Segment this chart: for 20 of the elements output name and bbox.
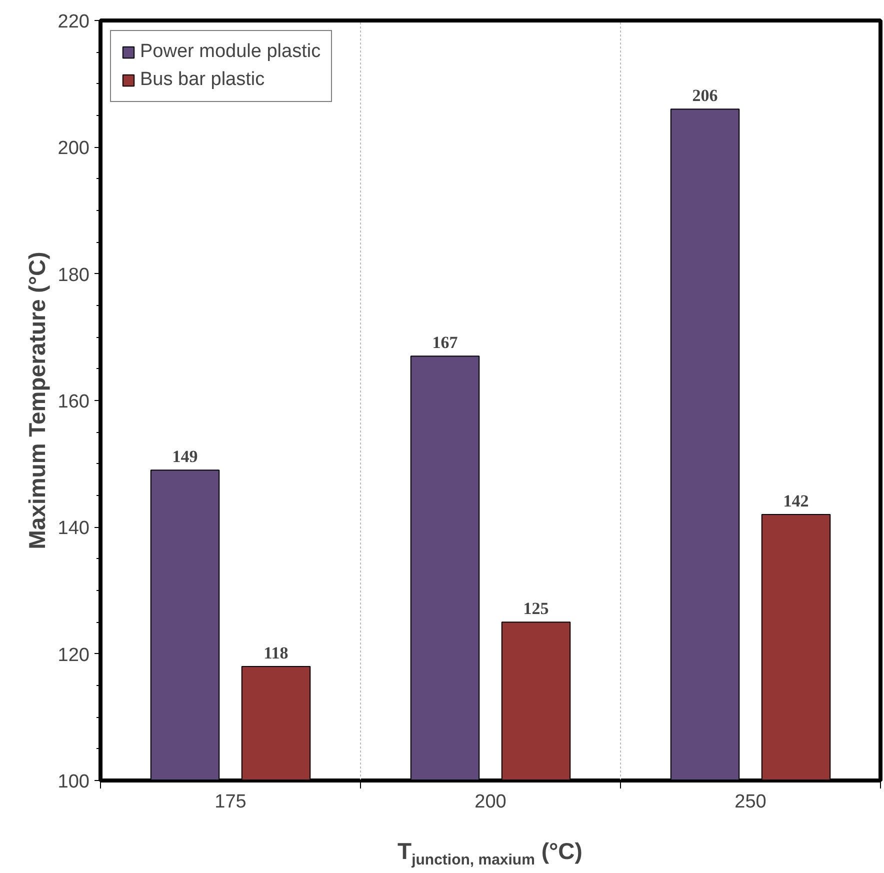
x-tick-label: 175 (214, 792, 246, 812)
data-label: 142 (783, 492, 809, 510)
data-label: 125 (523, 599, 549, 618)
y-tick-label: 220 (58, 12, 90, 32)
y-tick-label: 200 (58, 138, 90, 160)
y-tick-label: 140 (58, 518, 90, 540)
x-tick-label: 250 (734, 792, 766, 812)
y-tick-label: 100 (58, 772, 90, 792)
y-tick-label: 120 (58, 644, 90, 666)
x-axis-title: T$_{junction, maxium}$ (°C) (398, 838, 582, 869)
y-tick-label: 160 (58, 392, 90, 412)
data-label: 118 (264, 644, 288, 662)
data-label: 206 (692, 86, 718, 106)
data-label: 167 (432, 333, 458, 352)
x-tick-label: 200 (474, 792, 506, 812)
y-tick-label: 180 (58, 264, 90, 286)
y-axis-title: Maximum Temperature (°C) (24, 252, 50, 550)
data-label: 149 (172, 447, 198, 466)
legend-label: Power module plastic (140, 41, 321, 63)
legend-label: Bus bar plastic (140, 69, 265, 91)
